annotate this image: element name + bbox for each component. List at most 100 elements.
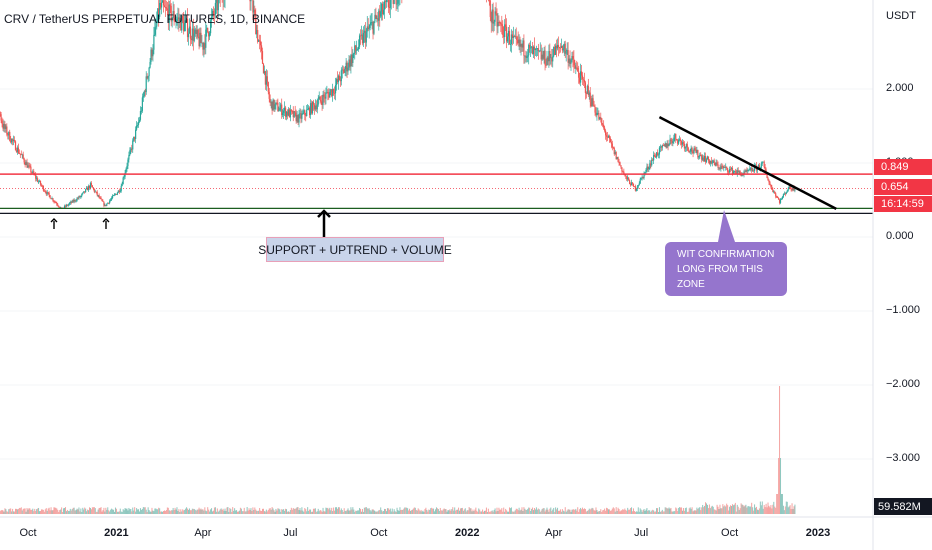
- candle-body: [363, 30, 365, 33]
- candle-body: [131, 148, 133, 150]
- candle-body: [668, 144, 670, 147]
- candle-body: [654, 155, 656, 157]
- volume-bar: [318, 511, 320, 514]
- candle-body: [292, 111, 294, 118]
- candle-body: [496, 13, 498, 27]
- candle-body: [729, 169, 732, 170]
- volume-bar: [184, 509, 186, 514]
- candle-body: [160, 2, 162, 8]
- volume-bar: [139, 508, 141, 514]
- volume-bar: [242, 511, 244, 514]
- volume-bar: [762, 508, 764, 514]
- candle-body: [289, 109, 291, 118]
- candle-body: [635, 188, 637, 191]
- descending-trendline[interactable]: [658, 116, 837, 210]
- volume-bar: [307, 507, 309, 514]
- candle-body: [178, 17, 180, 22]
- volume-bar: [719, 504, 721, 514]
- volume-bar: [187, 509, 189, 514]
- volume-bar: [336, 507, 338, 514]
- volume-bar: [19, 508, 21, 514]
- volume-bar: [759, 501, 761, 514]
- volume-bar: [191, 508, 193, 514]
- support-annotation[interactable]: SUPPORT + UPTREND + VOLUME: [258, 237, 452, 262]
- candle-body: [100, 197, 102, 200]
- candle-body: [49, 195, 51, 199]
- candle-body: [703, 156, 706, 161]
- volume-bar: [180, 509, 182, 514]
- volume-bar: [414, 507, 416, 514]
- volume-bar: [469, 508, 471, 514]
- volume-bar: [700, 510, 702, 514]
- volume-bar: [370, 511, 372, 514]
- candle-body: [350, 54, 352, 67]
- volume-bar: [643, 508, 645, 514]
- volume-bar: [210, 509, 212, 514]
- volume-bar: [648, 510, 650, 514]
- candle-body: [314, 105, 316, 110]
- candle-body: [652, 159, 654, 161]
- volume-bar: [386, 508, 388, 514]
- candle-body: [627, 177, 629, 180]
- volume-bar: [408, 510, 410, 514]
- volume-bar: [442, 509, 444, 514]
- trendline[interactable]: [658, 116, 837, 242]
- candle-body: [59, 206, 61, 208]
- volume-bar: [298, 510, 300, 514]
- volume-bar: [582, 507, 584, 514]
- volume-bar: [588, 508, 590, 514]
- volume-bar: [208, 509, 210, 514]
- volume-bar: [25, 511, 27, 514]
- volume-bar: [42, 509, 44, 514]
- volume-bar: [437, 509, 439, 514]
- candle-body: [12, 138, 14, 141]
- volume-bar: [542, 508, 544, 514]
- long-zone-callout[interactable]: WIT CONFIRMATION LONG FROM THIS ZONE: [665, 242, 787, 296]
- candle-body: [506, 36, 509, 42]
- volume-bar: [639, 508, 641, 514]
- volume-bar: [518, 507, 520, 514]
- candle-body: [616, 157, 618, 160]
- volume-bar: [158, 507, 160, 514]
- candle-body: [214, 2, 217, 15]
- candle-body: [569, 58, 571, 64]
- volume-bar: [468, 507, 470, 514]
- candle-body: [757, 165, 760, 167]
- candle-body: [382, 3, 384, 15]
- candle-body: [388, 7, 390, 9]
- candle-body: [773, 191, 775, 193]
- volume-bar: [238, 510, 240, 514]
- candle-body: [625, 175, 627, 177]
- volume-bar: [15, 508, 17, 514]
- candle-body: [165, 7, 167, 9]
- candle-body: [274, 104, 276, 110]
- candle-body: [307, 109, 309, 111]
- volume-bar: [756, 509, 758, 514]
- volume-bar: [127, 510, 129, 514]
- candle-body: [682, 142, 685, 144]
- volume-bar: [115, 508, 117, 514]
- candle-body: [185, 20, 187, 24]
- volume-bar: [94, 508, 96, 514]
- candle-body: [89, 183, 92, 189]
- volume-bar: [311, 511, 313, 514]
- volume-bar: [610, 510, 612, 514]
- volume-bar: [557, 507, 559, 514]
- volume-bar: [703, 507, 705, 514]
- volume-bar: [538, 509, 540, 514]
- candle-body: [296, 114, 298, 122]
- candle-body: [704, 156, 707, 162]
- candle-body: [692, 151, 694, 154]
- candle-body: [592, 98, 594, 106]
- volume-bar: [350, 507, 352, 514]
- candle-body: [201, 42, 203, 44]
- volume-bar: [780, 494, 782, 514]
- volume-bar: [20, 507, 22, 514]
- candle-body: [382, 9, 385, 15]
- volume-bar: [721, 508, 723, 514]
- candle-body: [717, 164, 719, 168]
- candle-body: [760, 163, 762, 169]
- volume-bar: [402, 509, 404, 514]
- candle-body: [515, 36, 517, 38]
